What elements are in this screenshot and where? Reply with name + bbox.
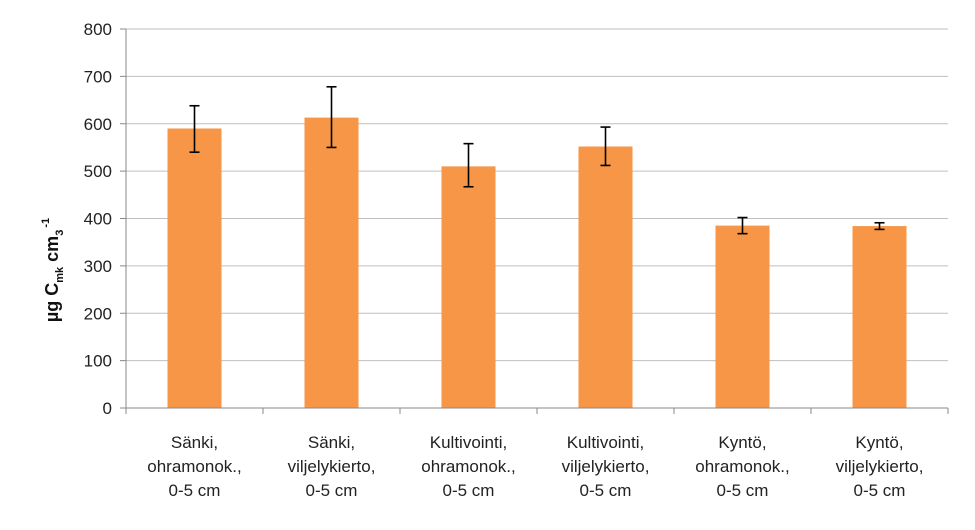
category-label: Kultivointi, ohramonok., 0-5 cm — [421, 433, 516, 500]
category-label: Kyntö, ohramonok., 0-5 cm — [695, 433, 790, 500]
category-label: Kultivointi, viljelykierto, 0-5 cm — [562, 433, 650, 500]
y-axis-label-unit-sub: 3 — [54, 230, 66, 236]
category-label-line: 0-5 cm — [717, 481, 769, 500]
category-label-line: 0-5 cm — [854, 481, 906, 500]
category-label-line: viljelykierto, — [288, 457, 376, 476]
category-label-line: 0-5 cm — [169, 481, 221, 500]
axes — [125, 29, 949, 414]
category-labels: Sänki, ohramonok., 0-5 cm Sänki, viljelykier… — [147, 433, 923, 500]
bar — [167, 128, 222, 409]
category-label: Sänki, ohramonok., 0-5 cm — [147, 433, 242, 500]
y-tick-label: 500 — [84, 162, 112, 181]
bars — [167, 117, 907, 409]
y-axis-ticks: 0 100 200 300 400 500 600 700 800 — [84, 20, 126, 418]
category-label-line: Sänki, — [171, 433, 218, 452]
category-label: Kyntö, viljelykierto, 0-5 cm — [836, 433, 924, 500]
category-label-line: Sänki, — [308, 433, 355, 452]
y-tick-label: 100 — [84, 352, 112, 371]
category-label-line: 0-5 cm — [306, 481, 358, 500]
bar — [441, 166, 496, 408]
bar — [715, 225, 770, 408]
bar — [852, 226, 907, 408]
category-label-line: 0-5 cm — [580, 481, 632, 500]
y-axis-label: µg Cmk cm3-1 — [40, 218, 66, 322]
y-axis-label-unit: cm — [42, 236, 62, 267]
category-label-line: Kyntö, — [718, 433, 766, 452]
bar — [578, 146, 633, 409]
category-label-line: viljelykierto, — [562, 457, 650, 476]
category-label-line: Kyntö, — [855, 433, 903, 452]
bar — [304, 117, 359, 408]
gridlines — [126, 28, 948, 362]
y-tick-label: 200 — [84, 304, 112, 323]
y-tick-label: 800 — [84, 20, 112, 39]
y-axis-label-unit-sup: -1 — [40, 218, 52, 228]
category-label-line: 0-5 cm — [443, 481, 495, 500]
category-label-line: Kultivointi, — [430, 433, 507, 452]
y-tick-label: 300 — [84, 257, 112, 276]
category-label: Sänki, viljelykierto, 0-5 cm — [288, 433, 376, 500]
category-label-line: ohramonok., — [421, 457, 516, 476]
error-bars — [189, 85, 885, 235]
y-tick-label: 400 — [84, 210, 112, 229]
category-label-line: ohramonok., — [147, 457, 242, 476]
y-tick-label: 600 — [84, 115, 112, 134]
category-label-line: ohramonok., — [695, 457, 790, 476]
y-axis-label-sub: mk — [54, 266, 66, 283]
y-tick-label: 700 — [84, 67, 112, 86]
category-label-line: viljelykierto, — [836, 457, 924, 476]
y-axis-label-main: µg C — [42, 283, 62, 322]
category-label-line: Kultivointi, — [567, 433, 644, 452]
y-tick-label: 0 — [103, 399, 112, 418]
